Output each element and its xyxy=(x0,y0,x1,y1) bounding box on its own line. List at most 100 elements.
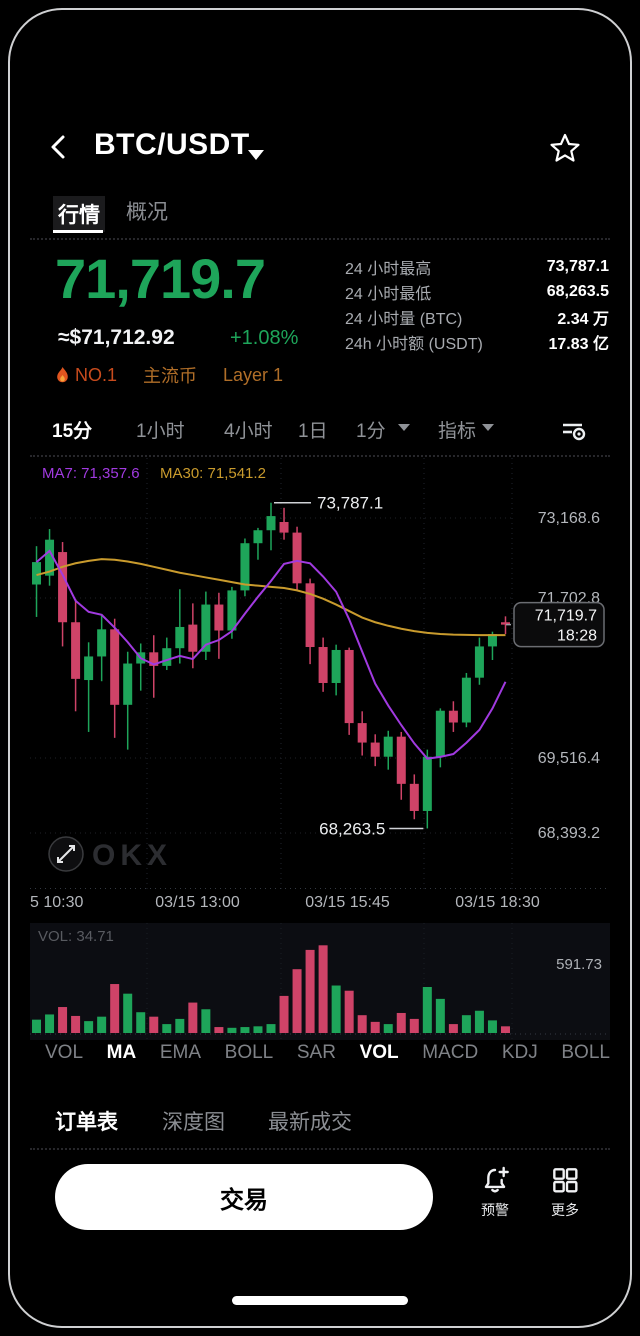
timeframe-1h[interactable]: 1小时 xyxy=(136,421,185,442)
expand-chart-button[interactable] xyxy=(48,836,84,872)
volume-chart-canvas[interactable]: VOL: 34.71 591.73 xyxy=(30,923,610,1040)
volume-bar xyxy=(136,1012,146,1033)
volume-bar xyxy=(149,1016,159,1033)
tag-rank[interactable]: NO.1 xyxy=(56,365,117,386)
chevron-left-icon xyxy=(51,135,65,159)
okx-watermark: OKX xyxy=(92,839,172,872)
indicator-tab-sar[interactable]: SAR xyxy=(296,1042,336,1063)
volume-bar xyxy=(474,1010,484,1033)
candle-body xyxy=(188,624,198,652)
tag-label: 主流币 xyxy=(143,366,198,386)
candle-body xyxy=(45,539,55,576)
stat-label: 24h 小时额 (USDT) xyxy=(345,335,483,353)
tag-label: NO.1 xyxy=(75,364,118,385)
indicator-tab-ma[interactable]: MA xyxy=(106,1042,137,1063)
change-percent: +1.08% xyxy=(230,327,299,349)
last-price-badge[interactable] xyxy=(513,601,605,648)
candle-body xyxy=(58,552,68,623)
candle-body xyxy=(266,516,276,531)
candle-body xyxy=(214,604,224,631)
volume-bar xyxy=(448,1024,458,1033)
fiat-price: ≈$71,712.92 xyxy=(58,326,175,349)
candle-body xyxy=(500,622,510,625)
candlestick-chart[interactable]: MA7: 71,357.6 MA30: 71,541.2 73,787.1 68,26… xyxy=(30,458,610,890)
chart-settings-button[interactable] xyxy=(560,418,588,444)
volume-bar xyxy=(383,1024,393,1033)
volume-bar xyxy=(318,945,328,1033)
volume-bar xyxy=(240,1027,250,1033)
indicator-tab-boll[interactable]: BOLL xyxy=(561,1042,610,1063)
stat-row: 24 小时最高 73,787.1 xyxy=(345,254,609,279)
volume-bar xyxy=(110,984,120,1033)
indicator-tab-boll[interactable]: BOLL xyxy=(224,1042,274,1063)
tab-market[interactable]: 行情 xyxy=(53,196,105,232)
tag-layer1[interactable]: Layer 1 xyxy=(223,365,283,386)
indicator-tab-vol[interactable]: VOL xyxy=(359,1042,399,1063)
candle-body xyxy=(409,783,419,811)
volume-bar xyxy=(227,1027,237,1033)
tab-latest-trades[interactable]: 最新成交 xyxy=(268,1111,352,1134)
indicator-tab-macd[interactable]: MACD xyxy=(422,1042,479,1063)
tab-overview[interactable]: 概况 xyxy=(126,201,168,224)
stat-value: 2.34 万 xyxy=(557,310,609,328)
volume-bar xyxy=(71,1015,81,1033)
volume-bar xyxy=(435,998,445,1033)
ma30-line xyxy=(36,558,506,637)
timeframe-4h[interactable]: 4小时 xyxy=(224,421,273,442)
active-tab-underline xyxy=(53,230,103,233)
stat-label: 24 小时最低 xyxy=(345,285,432,303)
candle-body xyxy=(279,521,289,533)
candle-body xyxy=(84,656,94,681)
separator xyxy=(30,1148,610,1150)
volume-bar xyxy=(32,1019,42,1033)
candle-body xyxy=(253,530,263,544)
candle-body xyxy=(474,646,484,678)
ma7-legend: MA7: 71,357.6 xyxy=(42,465,140,482)
timeframe-1d[interactable]: 1日 xyxy=(298,421,328,442)
candle-body xyxy=(240,543,250,591)
candle-body xyxy=(370,742,380,757)
candle-body xyxy=(396,736,406,784)
trade-button[interactable]: 交易 xyxy=(55,1164,433,1230)
volume-bar xyxy=(305,949,315,1033)
chevron-down-icon xyxy=(248,150,264,160)
back-button[interactable] xyxy=(44,131,76,163)
candle-body xyxy=(292,532,302,584)
candle-body xyxy=(448,710,458,723)
stat-row: 24 小时量 (BTC) 2.34 万 xyxy=(345,304,609,329)
indicator-tab-ema[interactable]: EMA xyxy=(159,1042,202,1063)
volume-bar xyxy=(175,1018,185,1033)
volume-bar xyxy=(396,1012,406,1033)
indicator-tab-vol[interactable]: VOL xyxy=(45,1042,84,1063)
price-chart-canvas[interactable]: MA7: 71,357.6 MA30: 71,541.2 73,787.1 68,26… xyxy=(30,458,610,890)
bell-plus-icon xyxy=(484,1166,509,1193)
candle-body xyxy=(32,562,42,585)
tab-order-book[interactable]: 订单表 xyxy=(55,1111,118,1134)
volume-bar xyxy=(344,990,354,1033)
high-annotation: 73,787.1 xyxy=(317,494,383,513)
volume-bar xyxy=(500,1026,510,1033)
indicator-tab-kdj[interactable]: KDJ xyxy=(501,1042,538,1063)
pair-title[interactable]: BTC/USDT xyxy=(94,128,250,161)
alert-button[interactable]: 预警 xyxy=(466,1164,524,1220)
tag-mainstream[interactable]: 主流币 xyxy=(143,362,197,388)
timeframe-15m[interactable]: 15分 xyxy=(52,421,93,442)
volume-panel[interactable]: VOL: 34.71 591.73 xyxy=(30,923,610,1040)
indicator-dropdown[interactable]: 指标 xyxy=(438,421,477,442)
favorite-button[interactable] xyxy=(548,131,582,165)
alert-label: 预警 xyxy=(481,1202,509,1218)
volume-bar xyxy=(487,1020,497,1033)
more-button[interactable]: 更多 xyxy=(536,1164,594,1220)
grid-icon xyxy=(553,1168,578,1193)
star-icon xyxy=(550,133,580,162)
indicator-tab-bar: VOL MA EMA BOLL SAR VOL MACD KDJ BOLL xyxy=(45,1042,610,1064)
candle-body xyxy=(201,604,211,652)
candle-body xyxy=(435,710,445,757)
volume-bar xyxy=(253,1026,263,1033)
x-axis-label: 03/15 15:45 xyxy=(305,894,390,911)
candle-body xyxy=(318,647,328,683)
tab-depth-chart[interactable]: 深度图 xyxy=(162,1111,225,1134)
timeframe-1m-dropdown[interactable]: 1分 xyxy=(356,421,386,442)
candle-body xyxy=(123,663,133,705)
ma7-line xyxy=(35,549,507,760)
